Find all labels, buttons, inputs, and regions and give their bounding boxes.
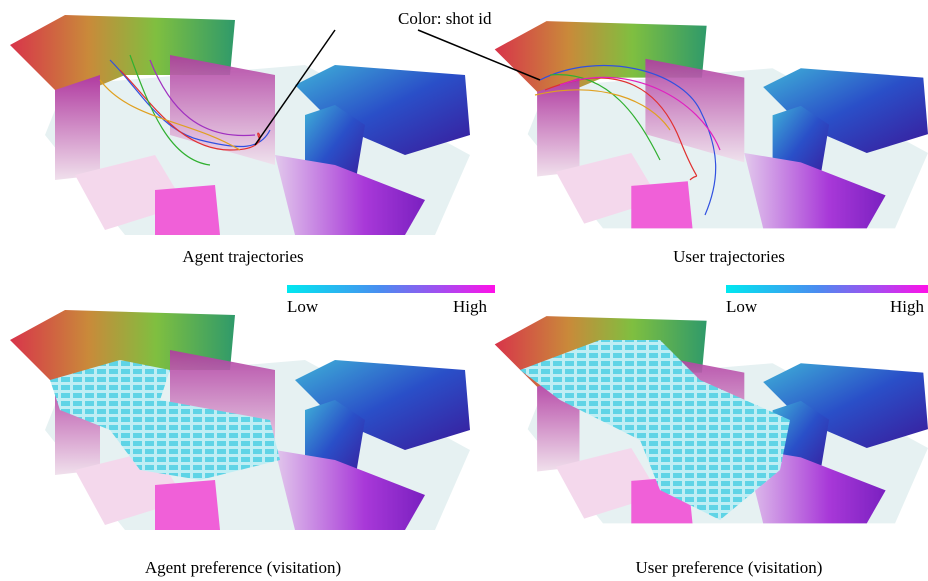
caption: Agent preference (visitation) <box>145 558 341 577</box>
colorbar-high: High <box>890 297 925 316</box>
caption: Agent trajectories <box>182 247 303 266</box>
caption: User preference (visitation) <box>636 558 823 577</box>
annotation-line <box>254 29 336 146</box>
annotation: Color: shot id <box>398 9 492 28</box>
visitation-voxels <box>520 340 790 520</box>
caption: User trajectories <box>673 247 785 266</box>
scene-render <box>10 15 470 235</box>
colorbar <box>726 285 928 293</box>
colorbar <box>287 285 495 293</box>
trajectories <box>534 65 721 216</box>
visitation-voxels <box>50 360 280 480</box>
colorbar-low: Low <box>726 297 758 316</box>
colorbar-high: High <box>453 297 488 316</box>
annotation-line <box>417 29 541 81</box>
colorbar-low: Low <box>287 297 319 316</box>
